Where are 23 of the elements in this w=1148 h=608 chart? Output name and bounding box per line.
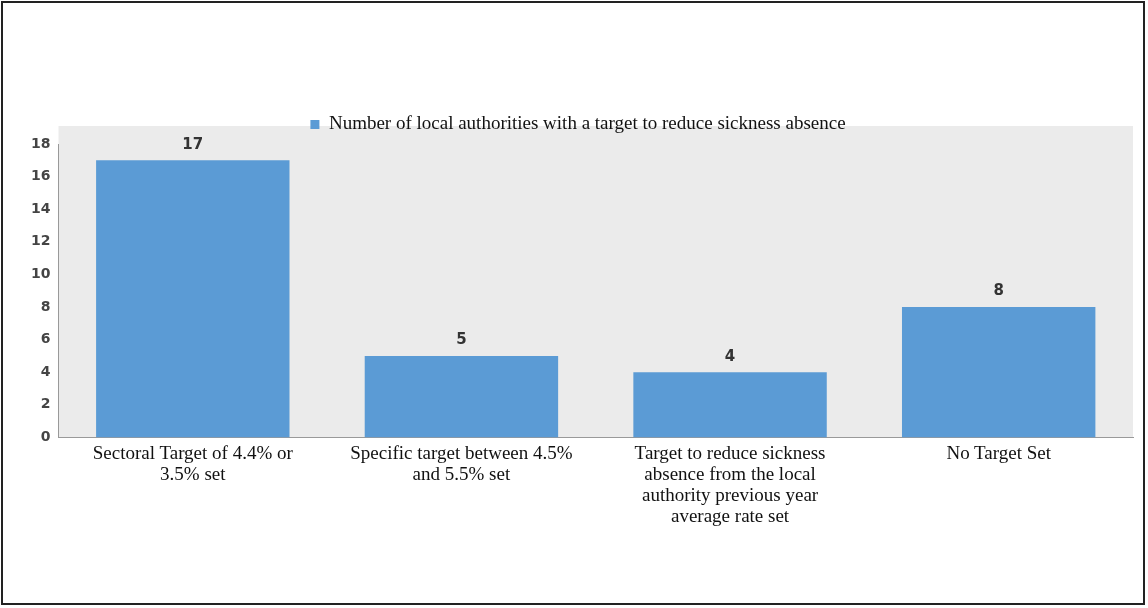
y-tick-label: 0 bbox=[40, 428, 51, 445]
data-label: 5 bbox=[456, 330, 467, 349]
x-tick-label: Sectoral Target of 4.4% or 3.5% set bbox=[92, 441, 294, 484]
x-tick-label: Specific target between 4.5% and 5.5% set bbox=[350, 441, 573, 484]
y-tick-label: 6 bbox=[40, 330, 51, 347]
y-tick-label: 18 bbox=[31, 134, 51, 151]
x-tick-label: Target to reduce sickness absence from the local authority previous year average rate set bbox=[634, 441, 826, 526]
data-label: 17 bbox=[182, 134, 204, 153]
y-tick-label: 16 bbox=[31, 167, 51, 184]
legend-label: Number of local authorities with a target to reduce sickness absence bbox=[328, 112, 846, 134]
data-label: 8 bbox=[993, 281, 1004, 300]
bar bbox=[96, 160, 290, 438]
y-tick-label: 12 bbox=[31, 232, 51, 249]
y-tick-label: 4 bbox=[40, 362, 51, 379]
data-label: 4 bbox=[724, 346, 736, 365]
y-tick-label: 8 bbox=[40, 297, 51, 314]
y-tick-label: 2 bbox=[40, 395, 51, 412]
y-tick-label: 10 bbox=[31, 265, 51, 282]
x-tick-label: No Target Set bbox=[946, 441, 1052, 463]
bar bbox=[364, 355, 559, 438]
y-tick-label: 14 bbox=[31, 199, 51, 216]
bar bbox=[633, 372, 827, 438]
bar bbox=[901, 307, 1096, 438]
